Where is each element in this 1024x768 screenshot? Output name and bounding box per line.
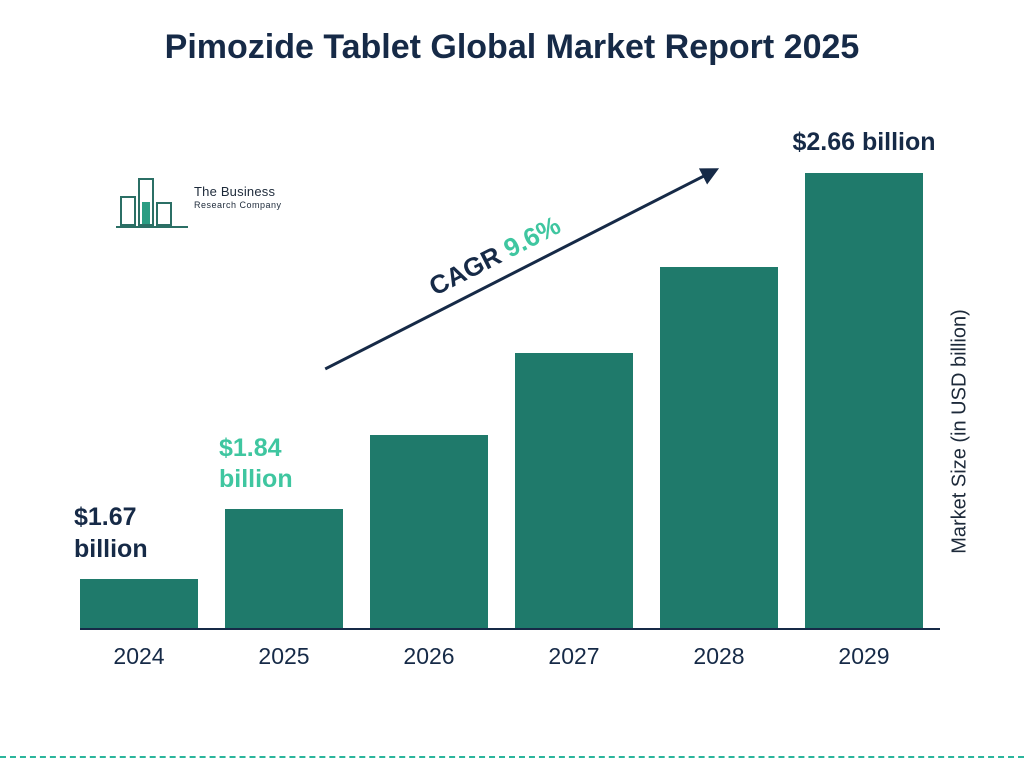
x-tick-label: 2028 — [660, 643, 778, 670]
bar-value-line2: billion — [74, 534, 204, 565]
x-tick-label: 2024 — [80, 643, 198, 670]
y-axis-label: Market Size (in USD billion) — [949, 292, 972, 572]
x-tick-label: 2026 — [370, 643, 488, 670]
bar-value-line2: billion — [219, 464, 349, 495]
bar-value-label: $1.84billion — [219, 433, 349, 496]
x-tick-label: 2027 — [515, 643, 633, 670]
bar-value-line1: $1.67 — [74, 502, 204, 533]
trend-arrowhead-icon — [699, 160, 723, 184]
bar-value-label: $1.67billion — [74, 502, 204, 565]
bar-value-line1: $1.84 — [219, 433, 349, 464]
cagr-prefix: CAGR — [424, 237, 512, 302]
cagr-value: 9.6% — [499, 210, 565, 264]
footer-dashed-line — [0, 756, 1024, 758]
x-tick-label: 2025 — [225, 643, 343, 670]
x-axis-line — [80, 628, 940, 630]
bar — [80, 579, 198, 628]
market-bar-chart: 202420252026202720282029 $1.67billion$1.… — [80, 150, 940, 670]
bar — [370, 435, 488, 628]
bar-value-label: $2.66 billion — [775, 127, 953, 158]
bar — [225, 509, 343, 628]
trend-arrow: CAGR 9.6% — [325, 168, 717, 369]
bar — [805, 173, 923, 628]
bar — [515, 353, 633, 628]
bar — [660, 267, 778, 628]
page-title: Pimozide Tablet Global Market Report 202… — [0, 28, 1024, 67]
trend-arrow-line — [324, 174, 705, 370]
x-tick-label: 2029 — [805, 643, 923, 670]
